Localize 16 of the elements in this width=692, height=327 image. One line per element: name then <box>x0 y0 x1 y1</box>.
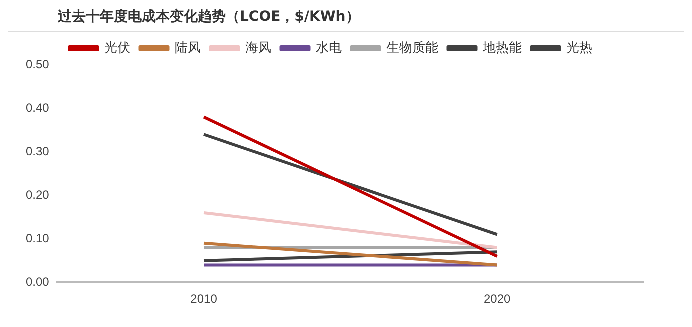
legend-label: 水电 <box>316 40 342 56</box>
legend-label: 光伏 <box>104 40 130 56</box>
y-tick-label: 0.30 <box>26 144 50 158</box>
y-tick-label: 0.50 <box>26 57 50 72</box>
legend-label: 生物质能 <box>386 40 438 56</box>
x-tick-label: 2010 <box>190 292 218 306</box>
y-tick-label: 0.00 <box>26 274 50 289</box>
legend-label: 地热能 <box>482 40 522 56</box>
chart-title: 过去十年度电成本变化趋势（LCOE，$/KWh） <box>8 8 684 32</box>
y-tick-label: 0.40 <box>26 100 50 115</box>
legend-label: 陆风 <box>174 40 201 56</box>
legend-label: 光热 <box>566 40 592 56</box>
y-tick-label: 0.20 <box>26 188 50 202</box>
legend-label: 海风 <box>245 40 272 56</box>
y-tick-label: 0.10 <box>26 231 50 246</box>
x-tick-label: 2020 <box>484 292 512 306</box>
